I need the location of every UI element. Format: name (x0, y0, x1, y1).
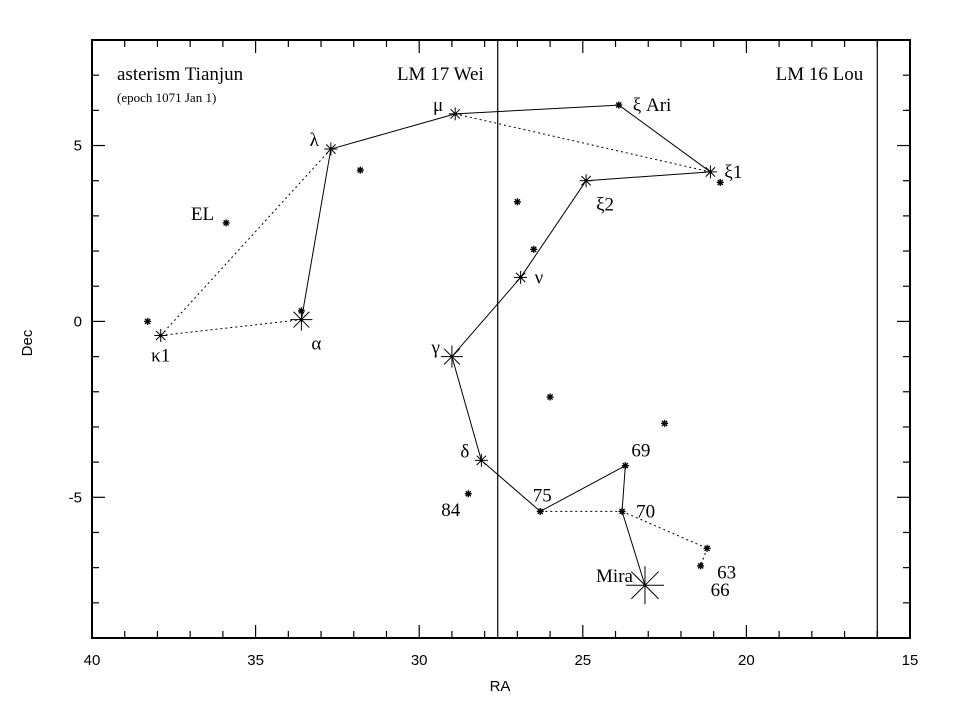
y-tick-label: 5 (74, 138, 82, 155)
star-xi1 (703, 165, 717, 179)
solid-link (455, 104, 619, 115)
dotted-link (700, 548, 708, 567)
star-label-s63: 63 (717, 562, 736, 583)
star-label-el: EL (191, 204, 214, 225)
star-mu (448, 107, 462, 121)
dotted-link (621, 510, 708, 549)
star-f4 (513, 198, 521, 206)
star-label-mu: μ (433, 95, 443, 116)
star-f3 (356, 166, 364, 174)
star-label-delta: δ (460, 441, 469, 462)
x-tick-label: 30 (411, 652, 428, 669)
star-label-xi1: ξ1 (724, 162, 742, 183)
star-xi2 (579, 174, 593, 188)
star-s63 (703, 544, 711, 552)
solid-link (300, 148, 332, 320)
star-kappa1 (154, 328, 168, 342)
solid-link (540, 465, 626, 512)
solid-link (451, 277, 522, 357)
star-label-nu: ν (535, 267, 544, 288)
solid-link (621, 511, 646, 586)
dotted-link (455, 113, 711, 173)
star-label-s66: 66 (711, 580, 730, 601)
chart-title: asterism Tianjun (117, 64, 244, 85)
x-tick-label: 40 (84, 652, 101, 669)
star-gamma (440, 345, 463, 368)
star-delta (474, 453, 488, 467)
solid-link (618, 104, 711, 173)
mansion-label: LM 17 Wei (397, 64, 484, 85)
star-xi_ari (615, 101, 623, 109)
solid-link (481, 459, 541, 512)
star-el (222, 219, 230, 227)
y-tick-label: 0 (74, 313, 82, 330)
solid-link (451, 356, 482, 461)
dotted-link (160, 319, 302, 336)
solid-link (586, 171, 711, 182)
star-label-xi_ari: ξ Ari (633, 95, 672, 116)
y-tick-label: -5 (69, 489, 82, 506)
mansion-label: LM 16 Lou (776, 64, 864, 85)
star-label-mira: Mira (596, 566, 634, 587)
x-tick-label: 20 (738, 652, 755, 669)
dotted-link (160, 148, 332, 336)
star-f2 (297, 307, 305, 315)
star-s69 (621, 462, 629, 470)
x-tick-label: 35 (247, 652, 264, 669)
star-s70 (618, 507, 626, 515)
star-mira (625, 566, 664, 605)
star-nu (514, 270, 528, 284)
star-label-lambda: λ (310, 130, 320, 151)
plot-frame (91, 39, 911, 639)
star-f7 (661, 419, 669, 427)
x-tick-label: 25 (574, 652, 591, 669)
star-f6 (546, 393, 554, 401)
y-axis-label: Dec (19, 329, 36, 356)
solid-link (330, 113, 456, 150)
star-f1 (144, 317, 152, 325)
chart-subtitle: (epoch 1071 Jan 1) (117, 90, 216, 105)
star-s66 (697, 562, 705, 570)
star-alpha (290, 308, 313, 331)
x-axis-label: RA (490, 678, 511, 695)
star-label-alpha: α (311, 334, 321, 355)
star-label-s75: 75 (533, 485, 552, 506)
star-label-xi2: ξ2 (596, 195, 614, 216)
star-label-gamma: γ (431, 338, 440, 359)
star-lambda (324, 142, 338, 156)
solid-link (520, 180, 587, 278)
star-f8 (716, 178, 724, 186)
star-s84 (464, 490, 472, 498)
star-label-s84: 84 (441, 500, 461, 521)
solid-link (621, 465, 626, 512)
star-label-kappa1: κ1 (151, 345, 170, 366)
star-f5 (530, 245, 538, 253)
star-label-s70: 70 (636, 501, 655, 522)
x-tick-label: 15 (902, 652, 919, 669)
star-label-s69: 69 (631, 441, 650, 462)
star-s75 (536, 507, 544, 515)
